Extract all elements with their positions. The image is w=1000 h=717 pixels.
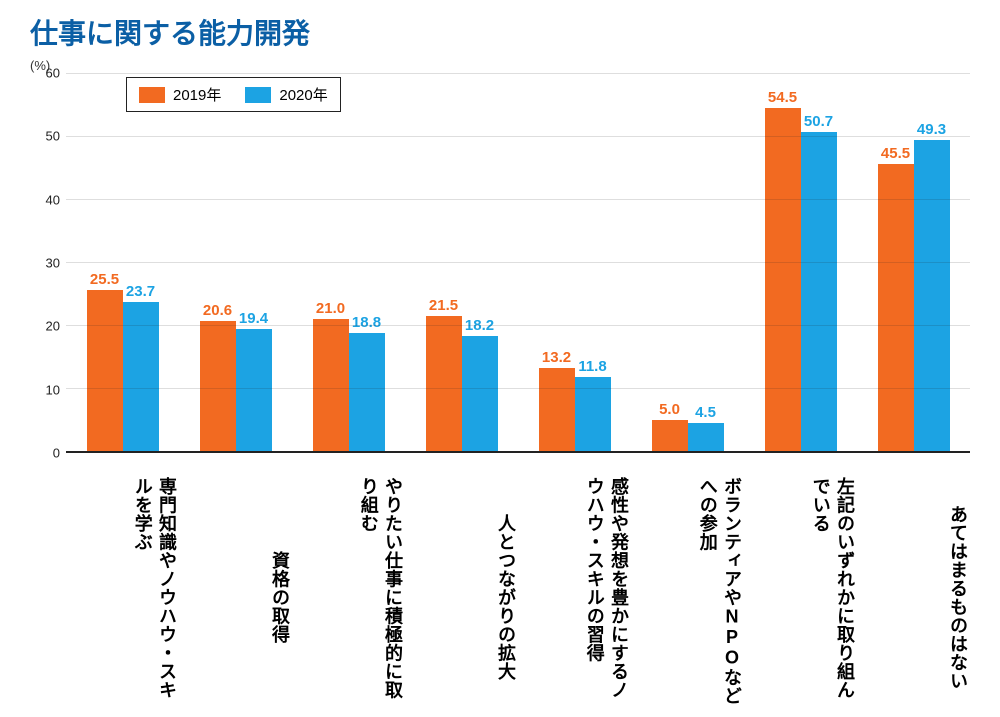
- gridline: [66, 262, 970, 263]
- bar-2020: 49.3: [914, 140, 950, 451]
- bar-chart: 0102030405060 2019年 2020年 25.523.720.619…: [30, 73, 970, 473]
- y-tick: 30: [30, 256, 60, 271]
- bar-2020: 19.4: [236, 329, 272, 451]
- chart-title: 仕事に関する能力開発: [30, 12, 970, 52]
- gridline: [66, 136, 970, 137]
- bar-2020: 18.8: [349, 333, 385, 451]
- bar-value-label: 25.5: [90, 271, 119, 290]
- legend-item-2019: 2019年: [139, 84, 221, 105]
- legend-item-2020: 2020年: [245, 84, 327, 105]
- bar-value-label: 11.8: [578, 358, 606, 377]
- x-axis-label: 専門知識やノウハウ・スキルを学ぶ: [66, 477, 179, 717]
- legend-label-2020: 2020年: [279, 84, 327, 105]
- y-tick: 60: [30, 66, 60, 81]
- bar-value-label: 18.8: [352, 314, 381, 333]
- y-tick: 40: [30, 192, 60, 207]
- legend-swatch-2020: [245, 87, 271, 103]
- bar-value-label: 20.6: [203, 302, 232, 321]
- bar-2019: 25.5: [87, 290, 123, 451]
- bar-2019: 20.6: [200, 321, 236, 451]
- bar-value-label: 45.5: [881, 145, 910, 164]
- bar-2019: 54.5: [765, 108, 801, 451]
- x-axis-label: 資格の取得: [179, 477, 292, 717]
- bar-value-label: 13.2: [542, 349, 571, 368]
- gridline: [66, 73, 970, 74]
- bar-value-label: 54.5: [768, 89, 797, 108]
- gridline: [66, 325, 970, 326]
- bar-2019: 45.5: [878, 164, 914, 451]
- legend-label-2019: 2019年: [173, 84, 221, 105]
- bar-2020: 50.7: [801, 132, 837, 451]
- y-tick: 0: [30, 446, 60, 461]
- gridline: [66, 388, 970, 389]
- x-axis-label: 左記のいずれかに取り組んでいる: [744, 477, 857, 717]
- bar-2019: 13.2: [539, 368, 575, 451]
- y-tick: 50: [30, 129, 60, 144]
- y-tick: 20: [30, 319, 60, 334]
- x-axis-labels: 専門知識やノウハウ・スキルを学ぶ資格の取得やりたい仕事に積極的に取り組む人とつな…: [66, 473, 970, 717]
- bar-value-label: 23.7: [126, 283, 155, 302]
- bar-2019: 21.5: [426, 316, 462, 451]
- y-axis-unit: (%): [30, 58, 970, 73]
- bar-value-label: 21.5: [429, 297, 458, 316]
- bar-value-label: 18.2: [465, 317, 494, 336]
- bar-value-label: 21.0: [316, 300, 345, 319]
- bar-2020: 18.2: [462, 336, 498, 451]
- bar-value-label: 50.7: [804, 113, 833, 132]
- x-axis-label: やりたい仕事に積極的に取り組む: [292, 477, 405, 717]
- bar-value-label: 49.3: [917, 121, 946, 140]
- bar-value-label: 4.5: [695, 404, 716, 423]
- x-axis-label: 感性や発想を豊かにするノウハウ・スキルの習得: [518, 477, 631, 717]
- bar-2019: 5.0: [652, 420, 688, 452]
- x-axis-label: あてはまるものはない: [857, 477, 970, 717]
- bar-2019: 21.0: [313, 319, 349, 451]
- legend-swatch-2019: [139, 87, 165, 103]
- gridline: [66, 199, 970, 200]
- plot-area: 2019年 2020年 25.523.720.619.421.018.821.5…: [66, 73, 970, 453]
- bar-2020: 4.5: [688, 423, 724, 451]
- y-axis: 0102030405060: [30, 73, 66, 453]
- bar-value-label: 5.0: [659, 401, 680, 420]
- x-axis-label: 人とつながりの拡大: [405, 477, 518, 717]
- y-tick: 10: [30, 382, 60, 397]
- legend: 2019年 2020年: [126, 77, 341, 112]
- x-axis-label: ボランティアやNPOなどへの参加: [631, 477, 744, 717]
